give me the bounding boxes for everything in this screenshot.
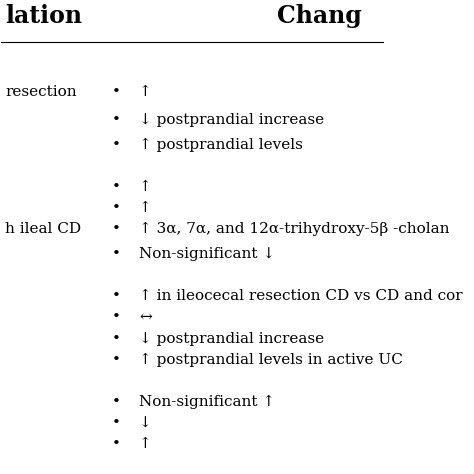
- Text: ↓ postprandial increase: ↓ postprandial increase: [139, 332, 324, 346]
- Text: lation: lation: [5, 4, 82, 28]
- Text: h ileal CD: h ileal CD: [5, 222, 82, 236]
- Text: •: •: [112, 247, 121, 261]
- Text: ↓: ↓: [139, 416, 152, 430]
- Text: ↑: ↑: [139, 180, 152, 194]
- Text: ↓ postprandial increase: ↓ postprandial increase: [139, 113, 324, 127]
- Text: ↑: ↑: [139, 438, 152, 451]
- Text: •: •: [112, 222, 121, 236]
- Text: ↑ 3α, 7α, and 12α-trihydroxy-5β -cholan: ↑ 3α, 7α, and 12α-trihydroxy-5β -cholan: [139, 222, 450, 237]
- Text: •: •: [112, 310, 121, 324]
- Text: ↑: ↑: [139, 85, 152, 99]
- Text: •: •: [112, 201, 121, 215]
- Text: •: •: [112, 289, 121, 303]
- Text: Chang: Chang: [277, 4, 362, 28]
- Text: ↑ postprandial levels: ↑ postprandial levels: [139, 137, 303, 152]
- Text: •: •: [112, 332, 121, 346]
- Text: ↔: ↔: [139, 310, 152, 324]
- Text: •: •: [112, 113, 121, 127]
- Text: •: •: [112, 395, 121, 409]
- Text: Non-significant ↓: Non-significant ↓: [139, 247, 275, 261]
- Text: resection: resection: [5, 85, 77, 99]
- Text: •: •: [112, 137, 121, 152]
- Text: ↑ postprandial levels in active UC: ↑ postprandial levels in active UC: [139, 353, 403, 367]
- Text: •: •: [112, 85, 121, 99]
- Text: ↑: ↑: [139, 201, 152, 215]
- Text: •: •: [112, 353, 121, 367]
- Text: Non-significant ↑: Non-significant ↑: [139, 395, 275, 409]
- Text: •: •: [112, 416, 121, 430]
- Text: •: •: [112, 180, 121, 194]
- Text: ↑ in ileocecal resection CD vs CD and cor: ↑ in ileocecal resection CD vs CD and co…: [139, 289, 463, 303]
- Text: •: •: [112, 438, 121, 451]
